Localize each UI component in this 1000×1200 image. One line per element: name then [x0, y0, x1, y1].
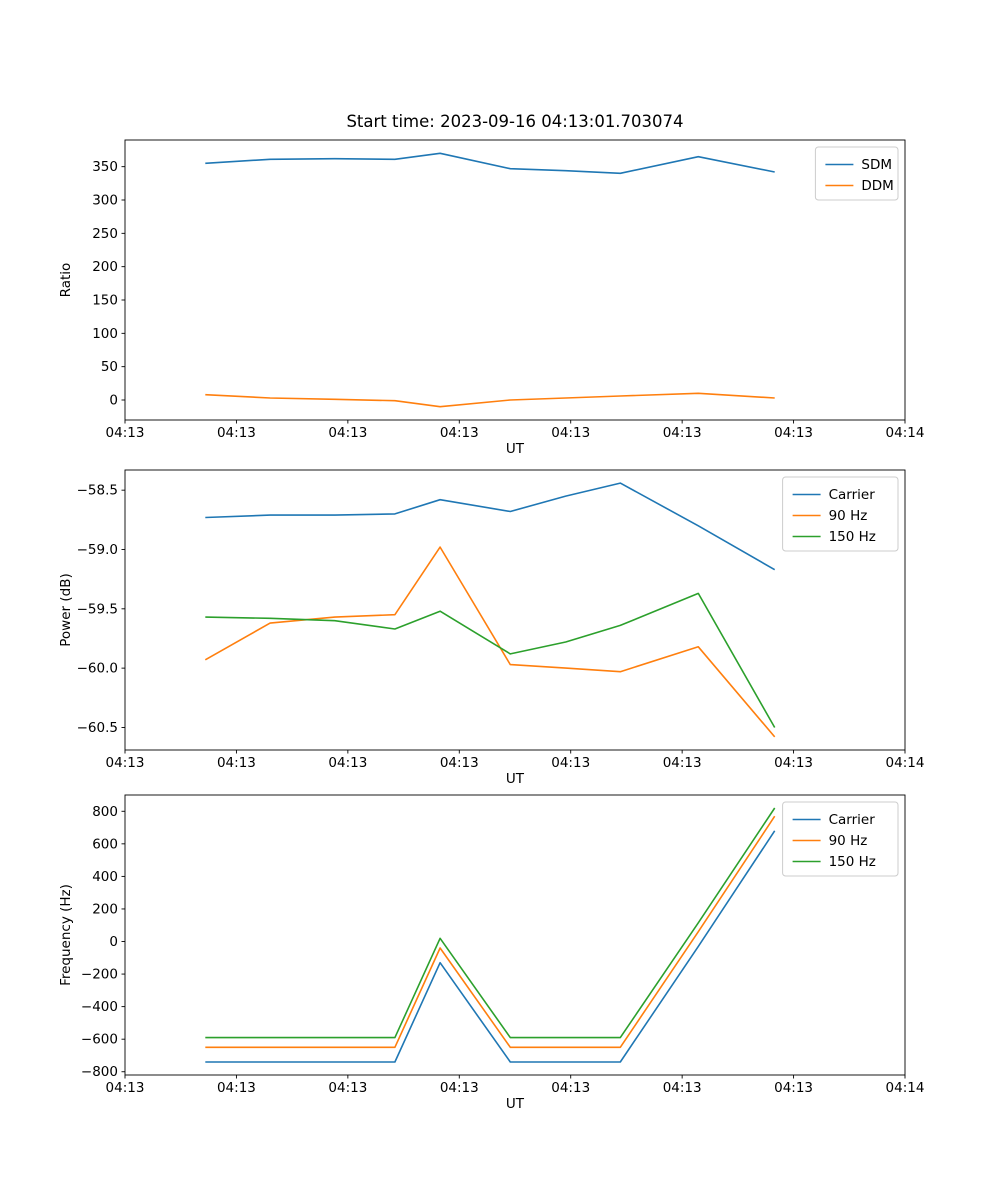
y-axis-label: Ratio	[58, 263, 74, 298]
legend: SDM DDM	[814, 146, 899, 201]
x-tick-label: 04:14	[886, 425, 925, 441]
y-axis-label: Frequency (Hz)	[58, 884, 74, 986]
power-chart: 04:13 04:13 04:13 04:13 04:13 04:13 04:13 04:14…	[58, 469, 925, 787]
x-axis-label: UT	[506, 441, 525, 457]
x-axis-label: UT	[506, 1096, 525, 1112]
y-tick-label: 200	[92, 259, 118, 275]
x-tick-label: 04:13	[217, 425, 256, 441]
series-line-sdm	[205, 152, 775, 175]
x-tick-label: 04:13	[440, 1080, 479, 1096]
series-line-90-hz	[205, 815, 776, 1049]
frequency-chart: 04:13 04:13 04:13 04:13 04:13 04:13 04:13 04:14…	[58, 794, 925, 1112]
legend-label: SDM	[861, 157, 892, 173]
x-tick-label: 04:13	[217, 755, 256, 771]
legend-box	[814, 146, 899, 201]
y-tick-label: −59.5	[77, 601, 118, 617]
legend-label: DDM	[861, 178, 893, 194]
series-line-150-hz	[205, 592, 776, 728]
plot-frame	[124, 794, 906, 1076]
plot-frame	[124, 469, 906, 751]
x-tick-label: 04:13	[440, 755, 479, 771]
x-tick-label: 04:13	[106, 755, 145, 771]
y-tick-label: −400	[81, 999, 118, 1015]
y-tick-label: 150	[92, 293, 118, 309]
series-line-carrier	[205, 482, 776, 571]
x-tick-label: 04:14	[886, 755, 925, 771]
series-line-ddm	[205, 392, 775, 408]
x-tick-label: 04:13	[440, 425, 479, 441]
y-tick-label: 200	[92, 901, 118, 917]
legend: Carrier 90 Hz 150 Hz	[782, 801, 899, 877]
y-tick-label: −800	[81, 1064, 118, 1080]
y-tick-label: −58.5	[77, 483, 118, 499]
y-tick-label: −59.0	[77, 542, 118, 558]
x-tick-label: 04:13	[551, 425, 590, 441]
x-tick-label: 04:13	[328, 1080, 367, 1096]
legend-box	[782, 476, 899, 552]
y-tick-label: 350	[92, 159, 118, 175]
y-tick-label: −200	[81, 967, 118, 983]
y-tick-label: −600	[81, 1032, 118, 1048]
x-tick-label: 04:13	[217, 1080, 256, 1096]
y-tick-label: 400	[92, 869, 118, 885]
x-tick-label: 04:13	[106, 425, 145, 441]
series-line-150-hz	[205, 807, 776, 1039]
legend-label: 90 Hz	[829, 833, 868, 849]
legend-label: 150 Hz	[829, 529, 876, 545]
legend-box	[782, 801, 899, 877]
x-tick-label: 04:14	[886, 1080, 925, 1096]
y-tick-label: −60.0	[77, 661, 118, 677]
y-tick-label: −60.5	[77, 720, 118, 736]
x-axis-label: UT	[506, 771, 525, 787]
y-tick-label: 100	[92, 326, 118, 342]
x-tick-label: 04:13	[328, 425, 367, 441]
legend: Carrier 90 Hz 150 Hz	[782, 476, 899, 552]
plot-frame	[124, 139, 906, 421]
x-tick-label: 04:13	[774, 1080, 813, 1096]
y-tick-label: 300	[92, 193, 118, 209]
y-tick-label: 0	[109, 934, 118, 950]
x-tick-label: 04:13	[663, 1080, 702, 1096]
x-tick-label: 04:13	[551, 755, 590, 771]
y-tick-label: 50	[101, 359, 118, 375]
x-tick-label: 04:13	[328, 755, 367, 771]
x-tick-label: 04:13	[106, 1080, 145, 1096]
x-tick-label: 04:13	[774, 425, 813, 441]
legend-label: 150 Hz	[829, 854, 876, 870]
series-line-carrier	[205, 830, 776, 1063]
x-tick-label: 04:13	[551, 1080, 590, 1096]
x-tick-label: 04:13	[774, 755, 813, 771]
x-tick-label: 04:13	[663, 755, 702, 771]
x-tick-label: 04:13	[663, 425, 702, 441]
legend-label: Carrier	[829, 487, 876, 503]
y-tick-label: 250	[92, 226, 118, 242]
y-tick-label: 0	[109, 393, 118, 409]
legend-label: Carrier	[829, 812, 876, 828]
ratio-chart: 04:13 04:13 04:13 04:13 04:13 04:13 04:13 04:14…	[58, 139, 925, 457]
y-axis-label: Power (dB)	[58, 573, 74, 646]
figure-title: Start time: 2023-09-16 04:13:01.703074	[346, 112, 684, 131]
y-tick-label: 600	[92, 836, 118, 852]
y-tick-label: 800	[92, 804, 118, 820]
legend-label: 90 Hz	[829, 508, 868, 524]
